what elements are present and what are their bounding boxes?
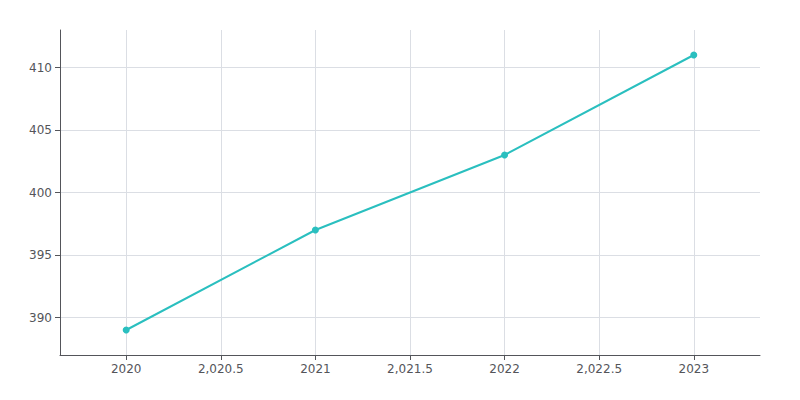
svg-text:2,021.5: 2,021.5 xyxy=(387,362,433,376)
svg-text:390: 390 xyxy=(29,311,52,325)
svg-text:405: 405 xyxy=(29,123,52,137)
svg-text:2023: 2023 xyxy=(679,362,710,376)
svg-text:2,020.5: 2,020.5 xyxy=(198,362,244,376)
svg-text:2022: 2022 xyxy=(489,362,520,376)
svg-text:2021: 2021 xyxy=(300,362,331,376)
svg-text:395: 395 xyxy=(29,248,52,262)
svg-text:2,022.5: 2,022.5 xyxy=(576,362,622,376)
svg-text:2020: 2020 xyxy=(111,362,142,376)
svg-text:400: 400 xyxy=(29,186,52,200)
svg-text:410: 410 xyxy=(29,61,52,75)
